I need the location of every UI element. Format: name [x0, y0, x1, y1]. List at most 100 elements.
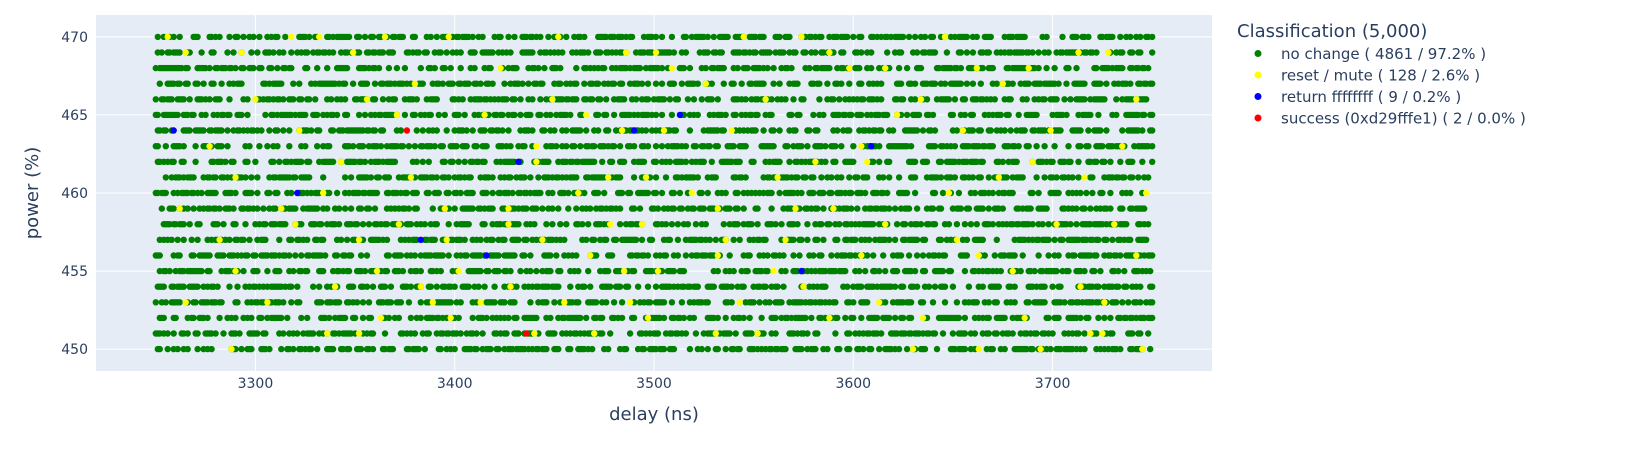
point-no-change — [796, 111, 803, 119]
point-no-change — [750, 127, 757, 134]
point-no-change — [445, 189, 452, 197]
point-no-change — [997, 267, 1004, 275]
point-no-change — [802, 314, 809, 322]
point-no-change — [1065, 314, 1072, 322]
point-no-change — [222, 64, 229, 72]
point-no-change — [467, 49, 474, 56]
point-reset-mute — [555, 33, 562, 41]
point-no-change — [756, 299, 763, 306]
point-no-change — [583, 158, 590, 165]
point-no-change — [907, 174, 915, 181]
point-no-change — [969, 33, 977, 41]
point-no-change — [154, 189, 161, 197]
point-no-change — [652, 283, 660, 290]
point-no-change — [1137, 33, 1144, 41]
point-no-change — [375, 64, 383, 72]
point-no-change — [1039, 33, 1046, 41]
point-no-change — [618, 111, 626, 119]
point-no-change — [226, 33, 233, 41]
point-no-change — [228, 158, 235, 165]
point-no-change — [1033, 236, 1040, 243]
point-no-change — [774, 96, 781, 103]
point-no-change — [1059, 174, 1066, 181]
point-no-change — [357, 345, 365, 353]
point-no-change — [945, 158, 953, 165]
point-no-change — [242, 221, 249, 228]
point-no-change — [345, 221, 353, 228]
point-no-change — [455, 80, 462, 87]
point-no-change — [216, 299, 223, 306]
point-no-change — [736, 158, 743, 165]
point-reset-mute — [381, 33, 389, 41]
point-no-change — [672, 330, 680, 337]
point-no-change — [573, 174, 580, 181]
point-no-change — [345, 345, 353, 353]
point-no-change — [272, 221, 279, 228]
point-no-change — [401, 236, 409, 243]
point-no-change — [626, 330, 634, 337]
point-no-change — [276, 236, 283, 243]
point-reset-mute — [477, 299, 484, 306]
point-no-change — [848, 111, 855, 119]
point-no-change — [818, 143, 825, 150]
point-no-change — [184, 205, 191, 212]
point-no-change — [1065, 252, 1072, 259]
point-no-change — [828, 252, 835, 259]
point-no-change — [939, 330, 947, 337]
point-no-change — [501, 189, 508, 197]
point-no-change — [531, 64, 538, 72]
point-no-change — [349, 158, 357, 165]
point-no-change — [493, 267, 500, 275]
point-no-change — [212, 205, 219, 212]
point-no-change — [1047, 267, 1054, 275]
point-no-change — [533, 205, 540, 212]
point-no-change — [471, 283, 478, 290]
point-no-change — [208, 49, 215, 56]
point-no-change — [347, 174, 355, 181]
point-no-change — [1039, 127, 1046, 134]
point-no-change — [754, 64, 761, 72]
point-no-change — [1141, 314, 1148, 322]
point-no-change — [993, 330, 1000, 337]
point-no-change — [439, 143, 446, 150]
point-no-change — [513, 283, 520, 290]
point-no-change — [433, 174, 440, 181]
point-no-change — [563, 158, 570, 165]
point-reset-mute — [252, 96, 259, 103]
point-no-change — [607, 330, 614, 337]
point-no-change — [206, 33, 213, 41]
point-no-change — [607, 283, 614, 290]
point-no-change — [770, 80, 777, 87]
point-no-change — [371, 143, 379, 150]
point-no-change — [899, 96, 907, 103]
point-no-change — [451, 189, 458, 197]
point-no-change — [575, 314, 582, 322]
point-no-change — [417, 267, 424, 275]
point-no-change — [180, 127, 187, 134]
point-no-change — [856, 127, 863, 134]
point-no-change — [752, 49, 759, 56]
point-reset-mute — [1029, 158, 1036, 165]
point-no-change — [923, 111, 931, 119]
point-no-change — [937, 267, 945, 275]
point-no-change — [234, 252, 241, 259]
point-no-change — [1069, 236, 1076, 243]
point-no-change — [160, 127, 167, 134]
point-no-change — [668, 267, 676, 275]
point-no-change — [780, 345, 787, 353]
point-no-change — [603, 236, 610, 243]
point-no-change — [443, 127, 450, 134]
point-no-change — [314, 64, 321, 72]
point-no-change — [1139, 158, 1146, 165]
point-no-change — [220, 221, 227, 228]
point-no-change — [471, 252, 478, 259]
point-no-change — [256, 143, 263, 150]
point-no-change — [302, 49, 309, 56]
point-no-change — [1117, 345, 1124, 353]
point-no-change — [535, 345, 542, 353]
point-no-change — [840, 252, 847, 259]
point-no-change — [935, 314, 943, 322]
point-no-change — [1063, 111, 1070, 119]
point-no-change — [730, 236, 737, 243]
point-no-change — [272, 127, 279, 134]
